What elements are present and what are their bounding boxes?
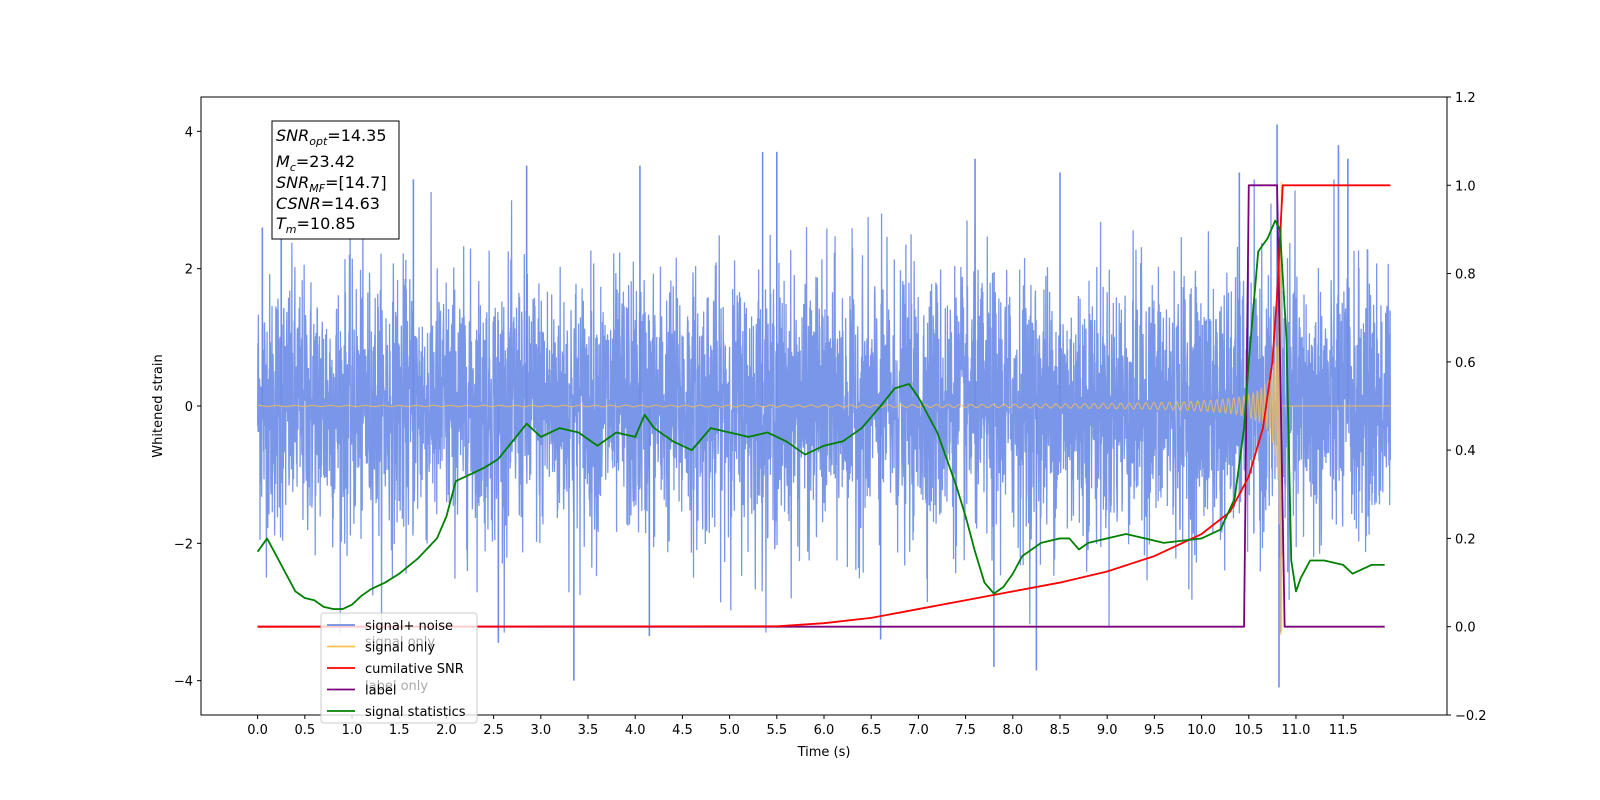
x-tick-label: 5.0 <box>719 723 740 738</box>
x-tick-label: 4.0 <box>625 723 646 738</box>
x-tick-label: 10.0 <box>1187 723 1216 738</box>
annotation-line: CSNR=14.63 <box>276 194 380 213</box>
x-tick-label: 1.5 <box>389 723 410 738</box>
y2-tick-label: 0.2 <box>1455 532 1476 547</box>
x-tick-label: 11.5 <box>1329 723 1358 738</box>
x-tick-label: 9.5 <box>1144 723 1165 738</box>
x-tick-label: 6.5 <box>861 723 882 738</box>
series-signal-noise <box>256 179 1392 633</box>
y2-tick-label: 0.0 <box>1455 621 1476 636</box>
y-axis-label: Whitened strain <box>151 354 166 457</box>
y2-tick-label: 0.6 <box>1455 356 1476 371</box>
y2-tick-label: 0.4 <box>1455 444 1476 459</box>
x-tick-label: 10.5 <box>1234 723 1263 738</box>
y-tick-label: −2 <box>174 537 193 552</box>
x-tick-label: 0.0 <box>247 723 268 738</box>
x-tick-label: 0.5 <box>294 723 315 738</box>
legend-entry-label: cumilative SNR <box>365 662 464 677</box>
series-cumulative-snr <box>257 184 1391 628</box>
series-label <box>257 184 1385 628</box>
x-tick-label: 3.0 <box>530 723 551 738</box>
x-tick-label: 9.0 <box>1097 723 1118 738</box>
annotation-line: SNRMF=[14.7] <box>276 173 387 195</box>
legend-entry-label: signal only <box>365 641 435 656</box>
x-axis-label: Time (s) <box>797 745 851 760</box>
x-tick-label: 1.0 <box>342 723 363 738</box>
x-tick-label: 5.5 <box>766 723 787 738</box>
x-tick-label: 6.0 <box>814 723 835 738</box>
annotation-line: Tm=10.85 <box>276 214 356 236</box>
legend-entry-label: label <box>365 684 396 699</box>
y-tick-label: 2 <box>185 263 193 278</box>
legend-ghost-text: signal only <box>365 635 435 650</box>
x-tick-label: 8.5 <box>1050 723 1071 738</box>
legend-ghost-text: label only <box>365 679 428 694</box>
y-tick-label: 4 <box>185 125 193 140</box>
y2-tick-label: 1.2 <box>1455 91 1476 106</box>
y2-tick-label: 1.0 <box>1455 179 1476 194</box>
x-tick-label: 8.0 <box>1002 723 1023 738</box>
series-signal-statistics <box>256 219 1385 610</box>
y-tick-label: 0 <box>185 400 193 415</box>
x-tick-label: 3.5 <box>578 723 599 738</box>
annotation-frame <box>271 120 400 240</box>
x-tick-label: 4.5 <box>672 723 693 738</box>
y2-tick-label: 0.8 <box>1455 268 1476 283</box>
series-signal-only <box>257 181 1391 636</box>
y2-tick-label: −0.2 <box>1455 709 1487 724</box>
annotation-line: SNRopt=14.35 <box>276 126 387 148</box>
annotation-line: Mc=23.42 <box>276 152 355 174</box>
x-tick-label: 7.0 <box>908 723 929 738</box>
x-tick-label: 2.5 <box>483 723 504 738</box>
legend-entry-label: signal+ noise <box>365 619 453 634</box>
x-tick-label: 7.5 <box>955 723 976 738</box>
x-tick-label: 11.0 <box>1281 723 1310 738</box>
x-tick-label: 2.0 <box>436 723 457 738</box>
y-tick-label: −4 <box>174 675 193 690</box>
legend-frame <box>320 612 478 724</box>
legend-entry-label: signal statistics <box>365 705 466 720</box>
stats-annotation-box: SNRopt=14.35 Mc=23.42SNRMF=[14.7]CSNR=14.… <box>271 120 400 240</box>
